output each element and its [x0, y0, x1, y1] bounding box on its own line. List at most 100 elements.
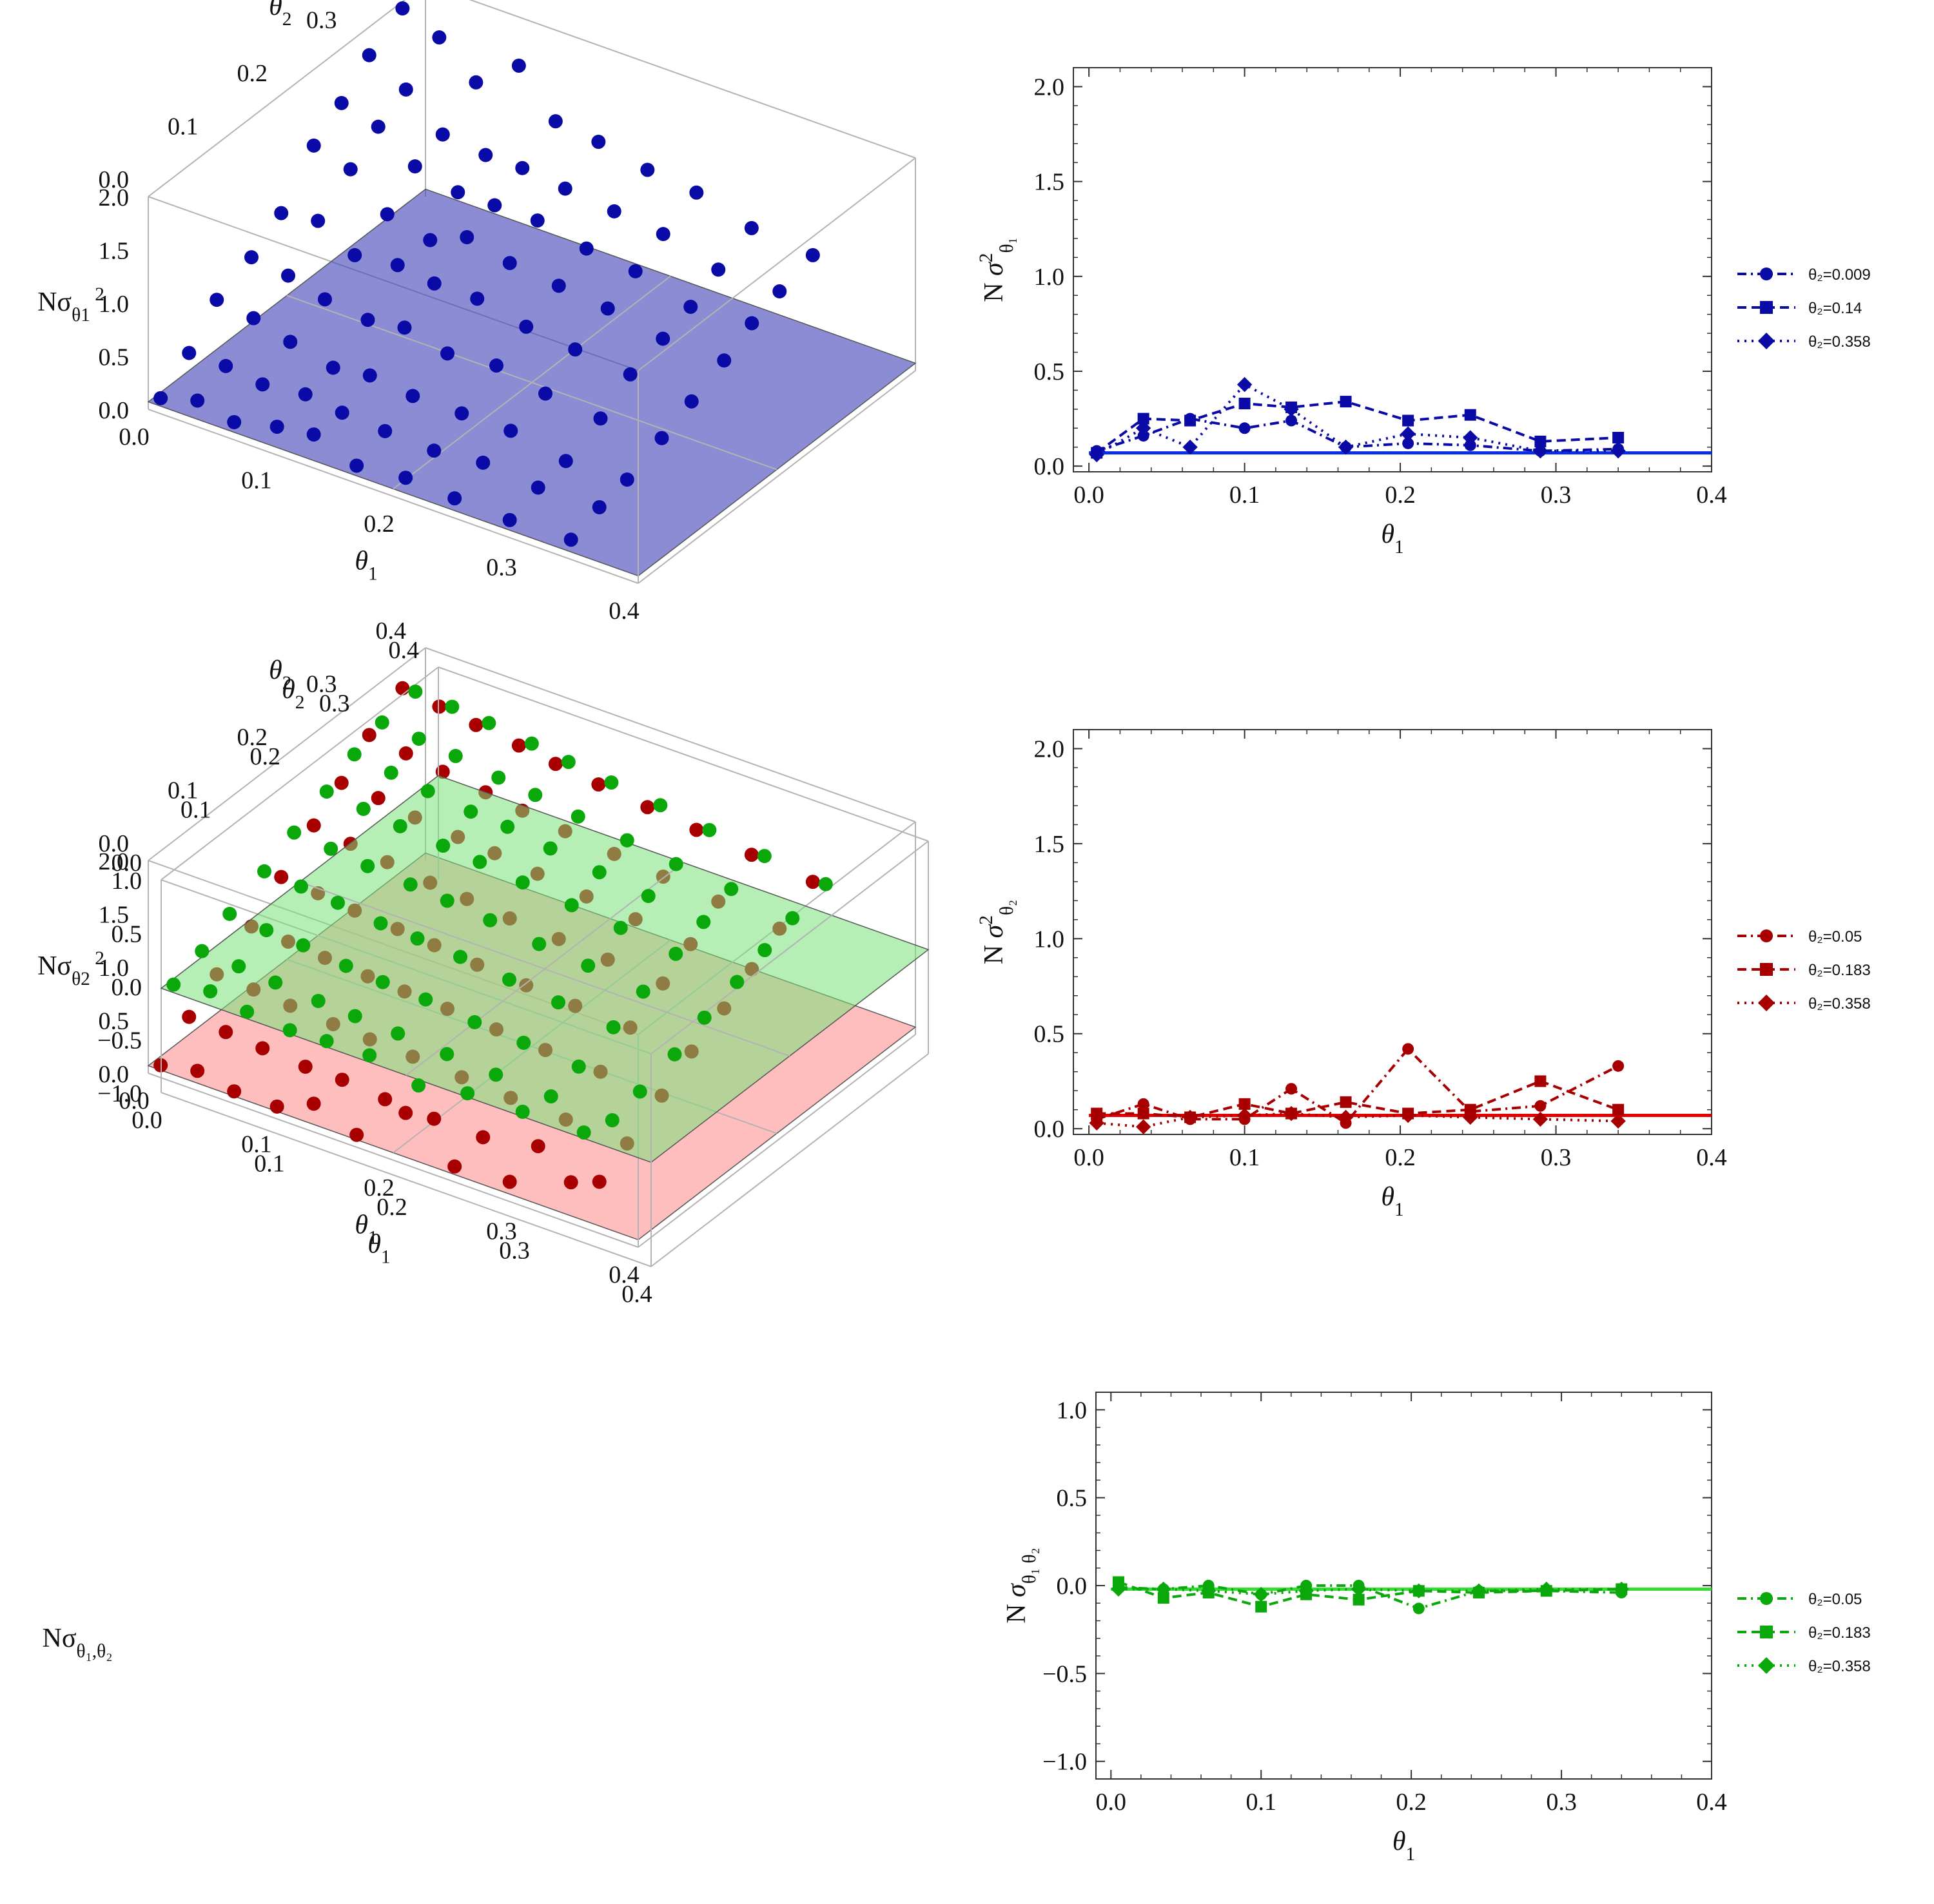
data-point — [298, 387, 313, 402]
legend-label: θ₂=0.05 — [1808, 1591, 1862, 1608]
data-point — [478, 148, 493, 162]
y-axis-title: N σ2θ₁ — [976, 237, 1017, 302]
data-point — [440, 346, 454, 361]
data-point — [362, 1048, 377, 1063]
data-point — [607, 204, 621, 219]
data-point — [375, 975, 390, 989]
y-axis-title: N σ2θ₂ — [976, 900, 1017, 965]
y-axis-title: θ2 — [269, 0, 291, 30]
series-marker — [1412, 1602, 1425, 1615]
series-marker — [1091, 1107, 1103, 1120]
series-marker — [1157, 1592, 1169, 1604]
data-point — [440, 1047, 454, 1062]
data-point — [745, 316, 759, 331]
data-point — [222, 906, 237, 921]
series-marker — [1236, 376, 1253, 393]
z-tick-label: 0.0 — [99, 397, 130, 424]
data-point — [515, 160, 530, 175]
data-point — [390, 258, 405, 273]
z-tick-label: 0.0 — [99, 1061, 130, 1088]
data-point — [469, 717, 484, 732]
data-point — [684, 394, 699, 409]
series-marker — [1089, 1115, 1104, 1131]
data-point — [398, 1105, 413, 1120]
data-point — [349, 1127, 364, 1142]
y-tick-label: 0.4 — [376, 617, 407, 645]
z-tick-label: 0.5 — [112, 921, 142, 948]
data-point — [440, 893, 454, 908]
data-point — [581, 958, 596, 973]
y-tick-label: −0.5 — [1042, 1660, 1087, 1687]
y-tick-label: 1.5 — [1034, 831, 1065, 858]
series-marker — [1238, 398, 1251, 410]
z-tick-label: 1.0 — [112, 868, 142, 895]
y-tick-label: 0.0 — [99, 830, 130, 857]
box-edge — [148, 0, 406, 197]
data-point — [563, 1175, 578, 1190]
data-point — [432, 699, 447, 714]
x-tick-label: 0.1 — [1229, 481, 1260, 509]
series-marker — [1284, 1105, 1299, 1122]
data-point — [397, 320, 412, 335]
series-line — [1096, 383, 1619, 456]
x-tick-label: 0.1 — [254, 1151, 285, 1178]
x-axis-title: θ1 — [355, 1210, 377, 1248]
data-point — [298, 1059, 313, 1074]
data-point — [469, 75, 484, 90]
data-point — [696, 915, 711, 929]
series-line — [1118, 1588, 1622, 1596]
legend-label: θ₂=0.14 — [1808, 300, 1862, 317]
data-point — [613, 920, 628, 935]
z-tick-label: −1.0 — [97, 1080, 142, 1107]
series-marker — [1284, 402, 1299, 417]
x-axis-title: θ1 — [1392, 1827, 1415, 1865]
legend-marker — [1760, 1626, 1773, 1638]
x-tick-label: 0.2 — [376, 1194, 407, 1221]
data-point — [579, 241, 594, 256]
series-line — [1096, 417, 1619, 452]
data-point — [360, 313, 375, 327]
data-point — [423, 233, 438, 248]
data-point — [571, 809, 585, 824]
data-point — [683, 300, 698, 314]
box-edge — [638, 157, 916, 371]
x-axis-title: θ1 — [1381, 1182, 1403, 1220]
series-marker — [1471, 1583, 1487, 1598]
x-axis-title: θ1 — [1381, 520, 1403, 558]
series-marker — [1464, 439, 1476, 451]
data-point — [268, 975, 283, 990]
x-tick-label: 0.4 — [1696, 1144, 1727, 1171]
series-marker — [1135, 1119, 1151, 1134]
series-marker — [1285, 414, 1298, 427]
data-point — [491, 770, 506, 785]
data-point — [445, 699, 460, 714]
data-point — [398, 82, 413, 97]
data-point — [257, 864, 271, 879]
plot-frame — [1073, 67, 1712, 472]
y-axis-title: θ2 — [269, 656, 291, 694]
data-point — [282, 1023, 297, 1038]
data-point — [153, 391, 168, 405]
series-marker — [1534, 1100, 1547, 1112]
legend-label: θ₂=0.183 — [1808, 962, 1871, 979]
data-point — [324, 841, 338, 856]
data-point — [591, 135, 606, 150]
data-point — [593, 411, 608, 426]
data-point — [730, 975, 745, 989]
data-point — [757, 849, 772, 864]
series-marker — [1534, 1075, 1547, 1087]
series-marker — [1137, 430, 1149, 442]
z-tick-label: 1.0 — [99, 291, 130, 318]
data-point — [606, 1020, 621, 1035]
data-point — [532, 937, 547, 951]
data-point — [347, 1009, 362, 1024]
y-tick-label: 0.3 — [306, 671, 337, 698]
data-point — [511, 58, 526, 73]
data-point — [551, 995, 565, 1010]
data-point — [395, 1, 410, 16]
data-point — [326, 360, 340, 375]
data-point — [335, 405, 349, 420]
x-tick-label: 0.4 — [1696, 481, 1727, 509]
data-point — [591, 777, 606, 792]
data-point — [502, 972, 516, 987]
